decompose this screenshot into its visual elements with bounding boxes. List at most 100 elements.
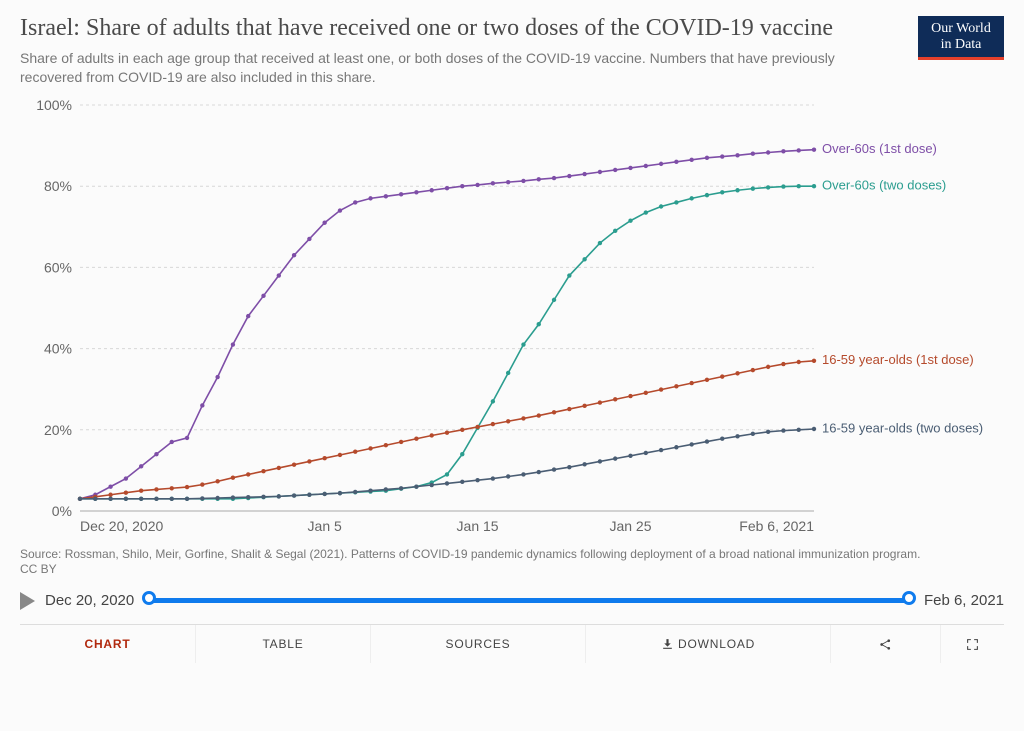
series-point xyxy=(261,494,265,498)
series-point xyxy=(261,469,265,473)
series-point xyxy=(200,482,204,486)
logo-line1: Our World xyxy=(931,21,991,36)
series-point xyxy=(139,496,143,500)
timeline-start-label: Dec 20, 2020 xyxy=(45,592,134,609)
svg-text:20%: 20% xyxy=(44,421,72,437)
series-point xyxy=(170,486,174,490)
series-point xyxy=(231,342,235,346)
series-line xyxy=(80,429,814,499)
series-point xyxy=(322,491,326,495)
series-point xyxy=(491,181,495,185)
series-point xyxy=(567,406,571,410)
slider-handle-start[interactable] xyxy=(142,591,156,605)
series-point xyxy=(200,403,204,407)
series-point xyxy=(720,154,724,158)
series-line xyxy=(80,186,814,499)
series-point xyxy=(170,496,174,500)
series-point xyxy=(368,446,372,450)
series-point xyxy=(751,367,755,371)
series-point xyxy=(460,479,464,483)
series-point xyxy=(781,361,785,365)
series-point xyxy=(644,390,648,394)
series-point xyxy=(552,467,556,471)
series-point xyxy=(567,173,571,177)
series-point xyxy=(613,397,617,401)
series-point xyxy=(598,169,602,173)
tab-table[interactable]: TABLE xyxy=(195,625,370,663)
series-point xyxy=(307,459,311,463)
owid-logo[interactable]: Our World in Data xyxy=(918,16,1004,60)
series-point xyxy=(613,167,617,171)
series-point xyxy=(705,193,709,197)
series-point xyxy=(215,374,219,378)
series-point xyxy=(185,435,189,439)
series-point xyxy=(598,459,602,463)
series-point xyxy=(705,377,709,381)
svg-text:Dec 20, 2020: Dec 20, 2020 xyxy=(80,518,163,534)
series-point xyxy=(659,161,663,165)
series-point xyxy=(353,489,357,493)
line-chart: 0%20%40%60%80%100%Dec 20, 2020Jan 5Jan 1… xyxy=(20,95,1004,541)
series-line xyxy=(80,149,814,498)
tab-chart[interactable]: CHART xyxy=(20,625,195,663)
series-point xyxy=(124,490,128,494)
tab-fullscreen[interactable] xyxy=(940,625,1004,663)
header: Israel: Share of adults that have receiv… xyxy=(20,14,1004,87)
series-label: 16-59 year-olds (two doses) xyxy=(822,420,983,435)
series-point xyxy=(307,492,311,496)
series-point xyxy=(582,171,586,175)
series-point xyxy=(277,494,281,498)
series-point xyxy=(185,496,189,500)
tab-sources[interactable]: SOURCES xyxy=(370,625,585,663)
series-label: Over-60s (two doses) xyxy=(822,177,946,192)
series-point xyxy=(154,487,158,491)
series-point xyxy=(812,426,816,430)
svg-text:80%: 80% xyxy=(44,178,72,194)
series-point xyxy=(338,208,342,212)
series-point xyxy=(491,476,495,480)
series-point xyxy=(751,151,755,155)
series-point xyxy=(399,486,403,490)
download-icon xyxy=(661,638,674,651)
series-point xyxy=(170,439,174,443)
series-point xyxy=(460,184,464,188)
series-point xyxy=(705,439,709,443)
series-point xyxy=(368,196,372,200)
series-point xyxy=(353,449,357,453)
series-point xyxy=(384,443,388,447)
series-point xyxy=(552,175,556,179)
source-text: Source: Rossman, Shilo, Meir, Gorfine, S… xyxy=(20,547,1004,578)
time-slider[interactable] xyxy=(144,592,914,610)
series-point xyxy=(797,359,801,363)
series-point xyxy=(78,496,82,500)
series-point xyxy=(735,434,739,438)
series-point xyxy=(537,469,541,473)
series-point xyxy=(491,399,495,403)
tab-share[interactable] xyxy=(830,625,940,663)
series-point xyxy=(506,419,510,423)
tab-download[interactable]: DOWNLOAD xyxy=(585,625,830,663)
series-point xyxy=(705,155,709,159)
series-point xyxy=(644,210,648,214)
series-point xyxy=(185,484,189,488)
series-point xyxy=(460,452,464,456)
series-point xyxy=(430,433,434,437)
logo-line2: in Data xyxy=(941,37,982,52)
series-point xyxy=(261,293,265,297)
slider-handle-end[interactable] xyxy=(902,591,916,605)
series-point xyxy=(644,163,648,167)
series-point xyxy=(200,496,204,500)
series-point xyxy=(445,186,449,190)
timeline-end-label: Feb 6, 2021 xyxy=(924,592,1004,609)
series-point xyxy=(93,496,97,500)
play-button[interactable] xyxy=(20,592,35,610)
share-icon xyxy=(879,638,892,651)
series-point xyxy=(521,342,525,346)
series-point xyxy=(154,496,158,500)
series-point xyxy=(139,488,143,492)
series-point xyxy=(384,194,388,198)
series-point xyxy=(384,487,388,491)
series-point xyxy=(689,196,693,200)
series-point xyxy=(644,450,648,454)
series-point xyxy=(537,177,541,181)
